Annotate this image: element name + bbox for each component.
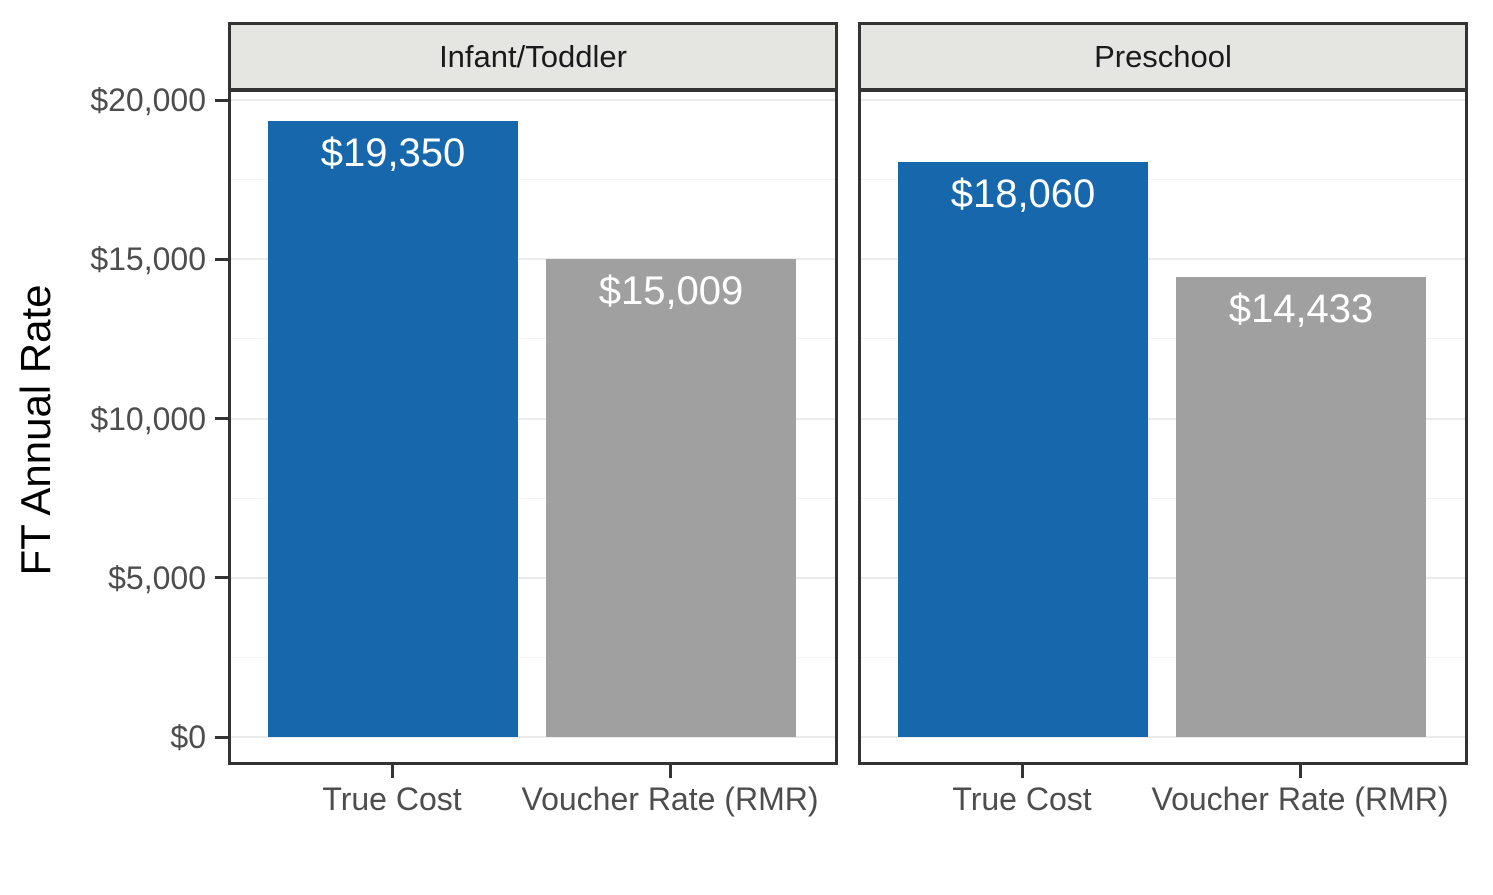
plot-area: $18,060 $14,433 — [858, 92, 1468, 765]
x-axis-tick-mark — [1020, 765, 1024, 778]
major-gridline — [861, 99, 1465, 101]
bar-true-cost: $18,060 — [898, 162, 1148, 737]
facet-strip-label: Preschool — [1094, 38, 1232, 74]
bar-value-label: $18,060 — [950, 172, 1096, 216]
bar-voucher-rate-rmr: $14,433 — [1176, 277, 1426, 737]
major-gridline — [231, 258, 835, 261]
minor-gridline — [861, 497, 1465, 499]
major-gridline — [231, 99, 835, 101]
x-axis-tick-mark — [390, 765, 394, 778]
major-gridline — [861, 576, 1465, 579]
x-axis-tick-mark — [1298, 765, 1302, 778]
major-gridline — [861, 417, 1465, 420]
y-axis-tick-mark — [215, 735, 228, 739]
x-axis-category-label: True Cost — [952, 781, 1092, 817]
bar-value-label: $19,350 — [320, 131, 466, 175]
major-gridline — [861, 258, 1465, 261]
facet-strip-header: Infant/Toddler — [228, 22, 838, 92]
y-axis-tick-mark — [215, 98, 228, 102]
bar-true-cost: $19,350 — [268, 121, 518, 737]
major-gridline — [231, 736, 835, 738]
facet-panel: Preschool $18,060 $14,433 True Cost Voucher … — [858, 22, 1468, 882]
x-axis-tick-mark — [668, 765, 672, 778]
x-axis-category-label: Voucher Rate (RMR) — [521, 781, 819, 817]
y-axis-tick-label: $0 — [170, 719, 206, 755]
y-axis-tick-mark — [215, 576, 228, 580]
facet-strip-label: Infant/Toddler — [439, 38, 627, 74]
plot-area: $19,350 $15,009 — [228, 92, 838, 765]
bar-value-label: $14,433 — [1228, 287, 1374, 331]
y-axis-tick-mark — [215, 417, 228, 420]
bar-value-label: $15,009 — [598, 269, 744, 313]
major-gridline — [231, 417, 835, 420]
y-axis-tick-label: $15,000 — [90, 241, 206, 278]
y-axis-tick-label: $20,000 — [90, 82, 206, 118]
y-axis-tick-label: $10,000 — [90, 400, 206, 437]
minor-gridline — [231, 179, 835, 181]
x-axis-category-label: Voucher Rate (RMR) — [1151, 781, 1449, 817]
bar-voucher-rate-rmr: $15,009 — [546, 259, 796, 737]
minor-gridline — [861, 656, 1465, 658]
minor-gridline — [861, 338, 1465, 340]
major-gridline — [861, 736, 1465, 738]
y-axis-tick-label: $5,000 — [108, 559, 206, 596]
minor-gridline — [231, 656, 835, 658]
facet-strip-header: Preschool — [858, 22, 1468, 92]
x-axis-category-label: True Cost — [322, 781, 462, 817]
minor-gridline — [231, 338, 835, 340]
major-gridline — [231, 576, 835, 579]
minor-gridline — [861, 179, 1465, 181]
minor-gridline — [231, 497, 835, 499]
facet-panel: Infant/Toddler $19,350 $15,009 True Cost Vou… — [228, 22, 838, 882]
y-axis-tick-mark — [215, 257, 228, 261]
